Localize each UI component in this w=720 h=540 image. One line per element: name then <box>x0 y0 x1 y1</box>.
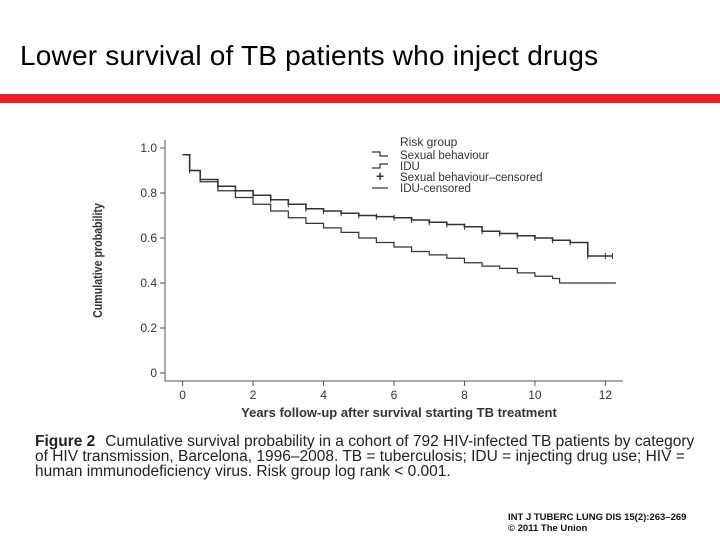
x-tick-label: 2 <box>250 388 257 402</box>
x-tick-label: 6 <box>391 388 398 402</box>
y-tick-label: 0.2 <box>140 321 157 335</box>
x-tick-label: 8 <box>461 388 468 402</box>
x-tick-label: 0 <box>179 388 186 402</box>
legend-title: Risk group <box>400 135 458 149</box>
legend-symbol-step-icon <box>372 163 388 169</box>
x-axis-label: Years follow-up after survival starting … <box>241 405 557 420</box>
citation-copyright: © 2011 The Union <box>508 523 588 534</box>
title-underline-bar <box>0 94 720 103</box>
x-tick-label: 10 <box>528 388 542 402</box>
citation-journal: INT J TUBERC LUNG DIS 15(2):263–269 <box>508 512 687 523</box>
series-idu-line <box>182 154 616 284</box>
legend-symbol-step-icon <box>372 151 388 157</box>
legend-entry-label: IDU <box>400 161 420 173</box>
y-tick-label: 1.0 <box>140 141 157 155</box>
y-tick-label: 0.8 <box>140 186 157 200</box>
legend-entry-label: Sexual behaviour–censored <box>400 172 543 184</box>
journal-citation: INT J TUBERC LUNG DIS 15(2):263–269 © 20… <box>508 512 686 534</box>
y-tick-label: 0.4 <box>140 276 157 290</box>
legend-entry-label: Sexual behaviour <box>400 150 489 162</box>
y-axis-label: Cumulative probability <box>90 203 105 318</box>
figure-caption: Figure 2 Cumulative survival probability … <box>35 433 695 480</box>
legend-symbol-plus-icon: + <box>376 168 384 184</box>
legend-entry-label: IDU-censored <box>400 183 471 195</box>
y-tick-label: 0.6 <box>140 231 157 245</box>
series-sexual-behaviour-line <box>182 153 613 257</box>
figure-caption-text: Cumulative survival probability in a coh… <box>35 433 695 480</box>
y-tick-label: 0 <box>150 366 157 380</box>
x-tick-label: 4 <box>320 388 327 402</box>
survival-chart: 0 0.2 0.4 0.6 0.8 1.0 0 2 4 6 8 10 12 Years follow-up… <box>90 135 623 420</box>
figure-label: Figure 2 <box>35 433 96 450</box>
x-tick-label: 12 <box>599 388 613 402</box>
slide-title: Lower survival of TB patients who inject… <box>20 40 599 71</box>
